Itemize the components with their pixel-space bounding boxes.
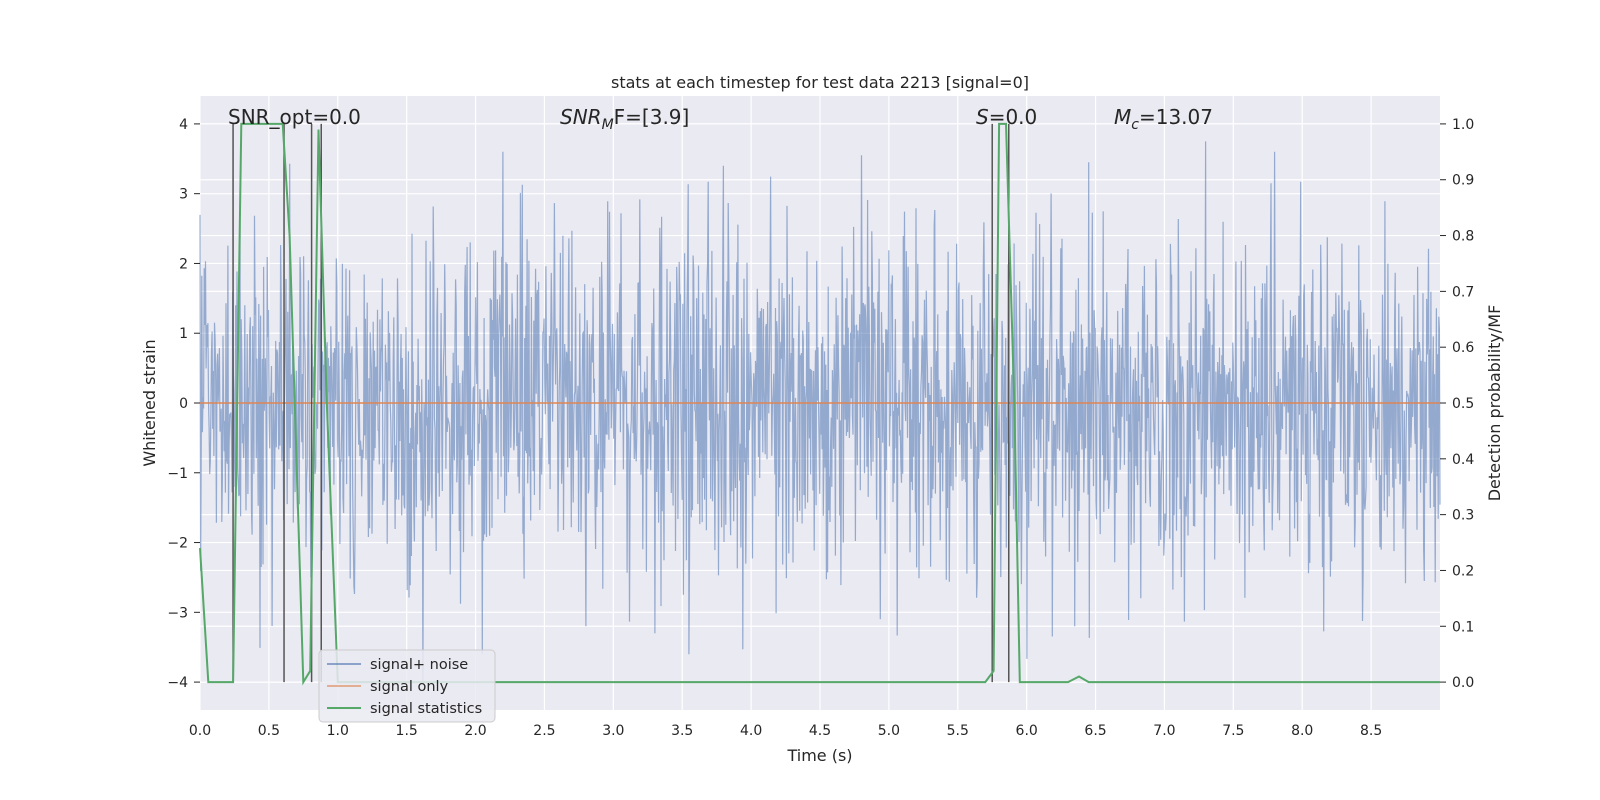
y-right-tick-label: 1.0 (1452, 117, 1474, 133)
y-tick-label: 0 (179, 396, 188, 412)
y-tick-label: 2 (179, 256, 188, 272)
x-tick-label: 4.0 (740, 723, 762, 739)
annotation-mc-sub: c (1131, 117, 1139, 133)
annotation-mc-tail: =13.07 (1139, 105, 1213, 129)
x-tick-label: 2.5 (533, 723, 555, 739)
y-right-tick-label: 0.7 (1452, 284, 1474, 300)
legend-label-signal-statistics: signal statistics (370, 701, 482, 717)
x-tick-label: 1.5 (396, 723, 418, 739)
annotation-snr-opt: SNR_opt=0.0 (228, 105, 361, 129)
legend-box (318, 649, 496, 723)
y-right-tick-label: 0.4 (1452, 452, 1474, 468)
x-tick-label: 7.5 (1222, 723, 1244, 739)
x-tick-label: 1.0 (327, 723, 349, 739)
series-signal-noise (199, 141, 1441, 683)
annotation-s-tail: =0.0 (989, 105, 1038, 129)
x-tick-label: 2.0 (464, 723, 486, 739)
x-tick-label: 4.5 (809, 723, 831, 739)
y-right-tick-label: 0.0 (1452, 675, 1474, 691)
x-tick-label: 3.5 (671, 723, 693, 739)
noise-line (199, 141, 1441, 683)
y-tick-label: 1 (179, 326, 188, 342)
x-tick-label: 5.5 (947, 723, 969, 739)
x-tick-label: 0.0 (189, 723, 211, 739)
x-axis-label: Time (s) (786, 746, 852, 765)
x-tick-label: 5.0 (878, 723, 900, 739)
annotation-snr-mf-sub: M (602, 117, 614, 133)
y-tick-labels: 4 3 2 1 0 −1 −2 −3 −4 (167, 117, 200, 691)
y-right-tick-label: 0.5 (1452, 396, 1474, 412)
y-tick-label: −3 (167, 605, 188, 621)
annotation-s-base: S (976, 105, 989, 129)
x-tick-label: 8.0 (1291, 723, 1313, 739)
x-tick-label: 0.5 (258, 723, 280, 739)
y-right-tick-labels: 1.0 0.9 0.8 0.7 0.6 0.5 0.4 0.3 0.2 0.1 0.0 (1440, 117, 1474, 691)
legend-label-signal-only: signal only (370, 679, 449, 695)
annotation-snr-mf-tail: F=[3.9] (614, 105, 690, 129)
x-tick-label: 7.0 (1153, 723, 1175, 739)
y-right-tick-label: 0.6 (1452, 340, 1474, 356)
x-tick-label: 6.0 (1016, 723, 1038, 739)
legend: signal+ noise signal only signal statist… (318, 649, 496, 723)
y-tick-label: 4 (179, 117, 188, 133)
x-tick-label: 8.5 (1360, 723, 1382, 739)
annotation-mc-base: M (1114, 105, 1131, 129)
annotation-s: S=0.0 (976, 105, 1037, 129)
x-tick-label: 6.5 (1084, 723, 1106, 739)
y-right-tick-label: 0.2 (1452, 563, 1474, 579)
y-right-axis-label: Detection probability/MF (1485, 305, 1504, 502)
annotation-snr-mf-base: SNR (560, 105, 602, 129)
annotation-snr-mf: SNRMF=[3.9] (560, 105, 689, 133)
y-tick-label: −4 (167, 675, 188, 691)
x-tick-labels: 0.0 0.5 1.0 1.5 2.0 2.5 3.0 3.5 4.0 4.5 5.0 5.5 6.0 6… (189, 723, 1382, 739)
annotation-mc: Mc=13.07 (1114, 105, 1213, 133)
y-tick-label: −1 (167, 466, 188, 482)
y-tick-label: 3 (179, 187, 188, 203)
x-tick-label: 3.0 (602, 723, 624, 739)
y-axis-label: Whitened strain (140, 339, 159, 466)
y-right-tick-label: 0.3 (1452, 508, 1474, 524)
legend-label-signal-noise: signal+ noise (370, 657, 468, 673)
y-right-tick-label: 0.9 (1452, 173, 1474, 189)
y-right-tick-label: 0.8 (1452, 229, 1474, 245)
chart-title: stats at each timestep for test data 221… (611, 73, 1029, 92)
y-tick-label: −2 (167, 536, 188, 552)
y-right-tick-label: 0.1 (1452, 619, 1474, 635)
